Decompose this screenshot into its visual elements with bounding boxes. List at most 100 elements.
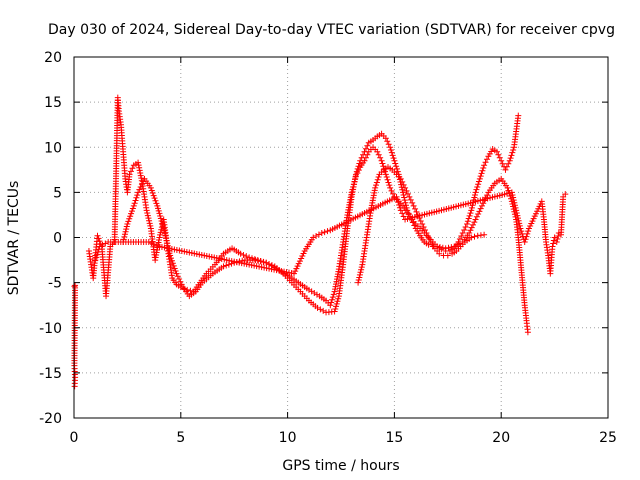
data-point: [470, 221, 477, 228]
data-point: [409, 199, 416, 206]
data-point: [390, 155, 397, 162]
data-point: [354, 170, 361, 177]
data-point: [518, 228, 525, 235]
data-point: [94, 232, 101, 239]
data-point: [220, 263, 227, 270]
data-point: [402, 184, 409, 191]
y-tick-labels: -20 -15 -10 -5 0 5 10 15 20: [39, 50, 62, 427]
x-tick-label: 0: [70, 430, 79, 446]
data-point: [377, 154, 384, 161]
data-point: [521, 239, 528, 246]
y-tick-label: -15: [39, 366, 62, 382]
data-point: [351, 178, 358, 185]
data-point: [138, 181, 145, 188]
data-point: [135, 159, 142, 166]
data-point: [362, 145, 369, 152]
data-point: [329, 294, 336, 301]
data-point: [167, 252, 174, 259]
data-point: [481, 231, 488, 238]
data-point: [389, 190, 396, 197]
data-point: [384, 176, 391, 183]
data-point: [293, 265, 300, 272]
data-point: [388, 149, 395, 156]
data-point: [395, 199, 402, 206]
data-point: [144, 212, 151, 219]
data-point: [400, 191, 407, 198]
data-point: [392, 160, 399, 167]
data-point: [426, 236, 433, 243]
data-point: [423, 229, 430, 236]
data-point: [94, 251, 101, 258]
data-point: [334, 298, 341, 305]
data-point: [517, 225, 524, 232]
data-point: [126, 171, 133, 178]
data-point: [459, 229, 466, 236]
data-point: [397, 207, 404, 214]
data-point: [472, 189, 479, 196]
data-point: [329, 296, 336, 303]
data-point: [240, 251, 247, 258]
data-point: [391, 157, 398, 164]
data-point: [133, 194, 140, 201]
y-tick-label: -5: [48, 276, 62, 292]
data-point: [382, 171, 389, 178]
data-point: [94, 248, 101, 255]
data-point: [514, 215, 521, 222]
data-point: [333, 303, 340, 310]
data-point: [420, 223, 427, 230]
data-point: [137, 183, 144, 190]
data-point: [468, 234, 475, 241]
data-point: [476, 208, 483, 215]
data-point: [155, 207, 162, 214]
data-point: [419, 220, 426, 227]
data-point: [373, 182, 380, 189]
data-point: [436, 244, 443, 251]
data-point: [352, 175, 359, 182]
data-point: [412, 205, 419, 212]
x-tick-labels: 0 5 10 15 20 25: [70, 430, 617, 446]
data-point: [320, 307, 327, 314]
data-point: [96, 238, 103, 245]
data-point: [472, 216, 479, 223]
data-point: [385, 141, 392, 148]
data-point: [372, 184, 379, 191]
data-point: [406, 193, 413, 200]
data-point: [92, 257, 99, 264]
data-point: [318, 229, 325, 236]
data-point: [519, 230, 526, 237]
y-tick-label: 10: [44, 140, 62, 156]
x-tick-label: 15: [385, 430, 403, 446]
data-point: [378, 157, 385, 164]
data-point: [454, 242, 461, 249]
x-tick-label: 25: [599, 430, 617, 446]
data-point: [436, 250, 443, 257]
data-point: [400, 213, 407, 220]
data-point: [513, 207, 520, 214]
data-point: [413, 208, 420, 215]
data-point: [151, 195, 158, 202]
data-point: [445, 244, 452, 251]
x-tick-label: 5: [176, 430, 185, 446]
data-point: [404, 190, 411, 197]
data-point: [510, 197, 517, 204]
data-point: [523, 233, 530, 240]
data-point: [126, 215, 133, 222]
data-point: [422, 226, 429, 233]
data-point: [135, 162, 142, 169]
data-point: [352, 173, 359, 180]
data-point: [129, 165, 136, 172]
data-point: [153, 200, 160, 207]
data-point: [257, 258, 264, 265]
data-point: [444, 252, 451, 259]
data-point: [160, 222, 166, 229]
data-point: [397, 175, 404, 182]
x-axis-label: GPS time / hours: [282, 458, 399, 474]
data-point: [442, 245, 449, 252]
data-point: [333, 300, 340, 307]
data-point: [478, 202, 485, 209]
data-point: [550, 240, 557, 247]
data-point: [409, 219, 416, 226]
data-point: [471, 194, 478, 201]
data-point: [410, 202, 417, 209]
